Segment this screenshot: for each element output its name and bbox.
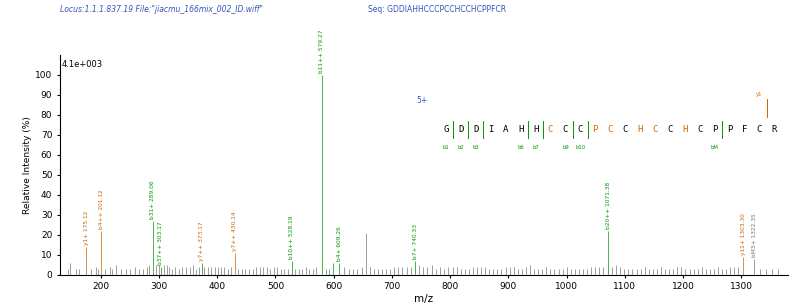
Text: b9: b9 — [562, 145, 569, 150]
Text: C: C — [607, 125, 613, 135]
Text: Seq: GDDIAHHCCCPCCHCCHCPPFCR: Seq: GDDIAHHCCCPCCHCCHCPPFCR — [368, 5, 506, 14]
Text: b20++ 1071.38: b20++ 1071.38 — [606, 182, 610, 229]
Text: D: D — [473, 125, 478, 135]
Text: bM: bM — [710, 145, 718, 150]
Text: P: P — [727, 125, 732, 135]
Text: I: I — [488, 125, 494, 135]
Text: C: C — [757, 125, 762, 135]
Text: H: H — [682, 125, 687, 135]
Text: y1: y1 — [756, 92, 762, 97]
Text: D: D — [458, 125, 464, 135]
Text: b11++ 579.27: b11++ 579.27 — [319, 30, 324, 73]
Text: C: C — [622, 125, 628, 135]
Text: C: C — [697, 125, 702, 135]
Text: bM3+ 1322.35: bM3+ 1322.35 — [752, 213, 757, 257]
Text: C: C — [578, 125, 583, 135]
Text: b37++ 303.17: b37++ 303.17 — [158, 221, 163, 265]
X-axis label: m/z: m/z — [414, 294, 434, 304]
Text: b6: b6 — [518, 145, 524, 150]
Text: F: F — [742, 125, 747, 135]
Text: b1: b1 — [442, 145, 450, 150]
Text: y11+ 1303.30: y11+ 1303.30 — [741, 213, 746, 255]
Text: C: C — [652, 125, 658, 135]
Text: b7: b7 — [532, 145, 539, 150]
Text: C: C — [667, 125, 673, 135]
Text: R: R — [772, 125, 777, 135]
Y-axis label: Relative Intensity (%): Relative Intensity (%) — [23, 116, 32, 214]
Text: 4.1e+003: 4.1e+003 — [61, 60, 102, 69]
Text: y1+ 175.12: y1+ 175.12 — [84, 210, 89, 245]
Text: b31+ 289.06: b31+ 289.06 — [150, 181, 155, 219]
Text: b7+ 740.33: b7+ 740.33 — [413, 224, 418, 259]
Text: 5+: 5+ — [416, 96, 428, 105]
Text: P: P — [593, 125, 598, 135]
Text: P: P — [712, 125, 718, 135]
Text: b2: b2 — [458, 145, 464, 150]
Text: Locus:1.1.1.837.19 File:"jiacmu_166mix_002_ID.wiff": Locus:1.1.1.837.19 File:"jiacmu_166mix_0… — [60, 5, 263, 14]
Text: C: C — [562, 125, 568, 135]
Text: H: H — [518, 125, 523, 135]
Text: b4++ 201.12: b4++ 201.12 — [99, 189, 104, 229]
Text: y7++ 373.17: y7++ 373.17 — [199, 221, 204, 261]
Text: H: H — [533, 125, 538, 135]
Text: b4+ 609.26: b4+ 609.26 — [337, 226, 342, 261]
Text: y7++ 430.14: y7++ 430.14 — [232, 211, 238, 251]
Text: b10++ 528.19: b10++ 528.19 — [290, 215, 294, 259]
Text: A: A — [503, 125, 509, 135]
Text: b3: b3 — [473, 145, 479, 150]
Text: G: G — [443, 125, 449, 135]
Text: H: H — [638, 125, 642, 135]
Text: C: C — [548, 125, 553, 135]
Text: b10: b10 — [575, 145, 586, 150]
